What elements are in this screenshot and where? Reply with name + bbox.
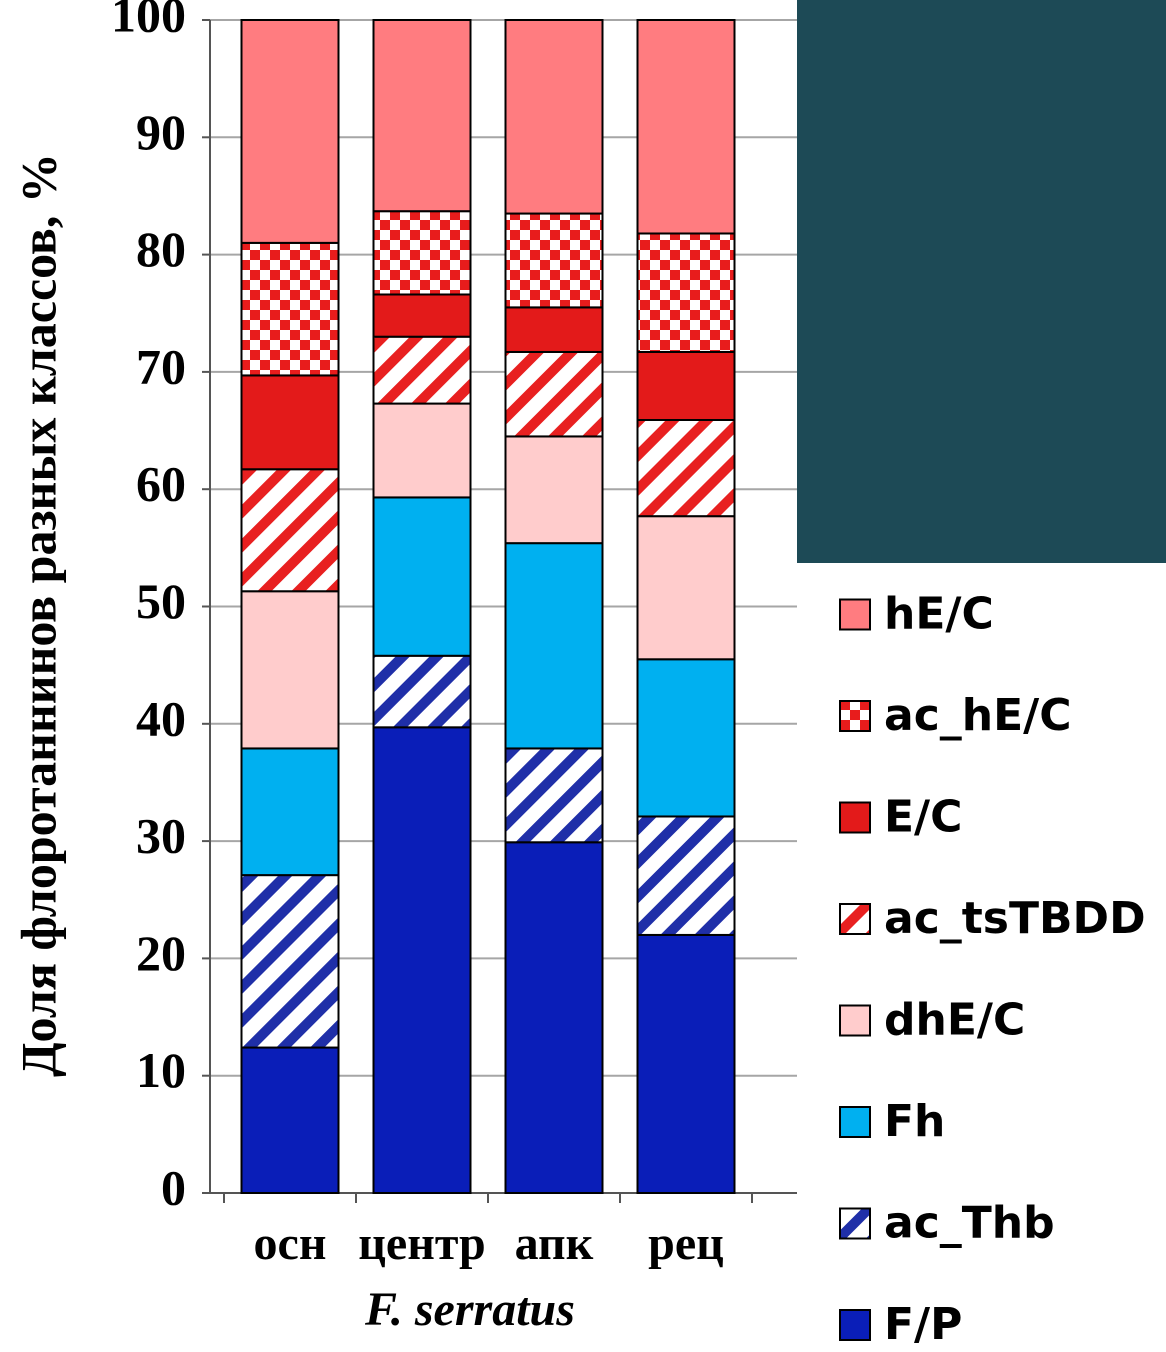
x-tick-label: рец [648, 1217, 724, 1270]
legend-swatch [840, 904, 870, 934]
legend-swatch [840, 701, 870, 731]
legend-label: hE/C [884, 589, 994, 640]
y-tick-label: 90 [136, 104, 186, 160]
y-tick-label: 100 [111, 0, 186, 42]
bar-segment [374, 337, 471, 404]
legend-label: ac_tsTBDD [884, 893, 1146, 944]
legend-swatch [840, 1107, 870, 1137]
legend-label: ac_hE/C [884, 690, 1072, 741]
legend-label: Fh [884, 1096, 945, 1147]
bar-segment [374, 404, 471, 498]
bar-segment [374, 656, 471, 728]
bar-segment [506, 20, 603, 214]
chart: Доля флоротаннинов разных классов, % F. … [0, 0, 1166, 1352]
bar-segment [374, 294, 471, 336]
x-tick-label: центр [358, 1217, 485, 1270]
legend-label: F/P [884, 1299, 962, 1350]
legend-swatch [840, 600, 870, 630]
bar-segment [638, 420, 735, 516]
bar-segment [638, 935, 735, 1193]
bar-segment [638, 20, 735, 233]
bar-segment [242, 20, 339, 243]
legend-label: ac_Thb [884, 1198, 1055, 1249]
bar-segment [506, 543, 603, 748]
bar-segment [506, 352, 603, 436]
y-tick-label: 60 [136, 456, 186, 512]
bar-segment [506, 436, 603, 543]
decorative-panel [797, 0, 1166, 563]
y-tick-label: 30 [136, 808, 186, 864]
y-tick-label: 0 [161, 1159, 186, 1215]
bar-segment [242, 748, 339, 875]
legend-swatch [840, 1310, 870, 1340]
bar-segment [638, 516, 735, 659]
bar-segment [638, 233, 735, 351]
bar-segment [242, 243, 339, 376]
x-axis-title: F. serratus [364, 1283, 575, 1336]
bar-segment [374, 20, 471, 211]
bar-segment [638, 352, 735, 420]
bar-segment [242, 1048, 339, 1193]
y-tick-label: 40 [136, 690, 186, 746]
legend-label: E/C [884, 792, 962, 843]
bar-segment [374, 497, 471, 655]
y-tick-label: 50 [136, 573, 186, 629]
bar-segment [506, 307, 603, 352]
y-tick-label: 80 [136, 221, 186, 277]
legend-swatch [840, 1006, 870, 1036]
bar-segment [242, 591, 339, 748]
bar-segment [242, 469, 339, 591]
y-axis-title: Доля флоротаннинов разных классов, % [10, 153, 66, 1077]
bar-segment [638, 659, 735, 816]
legend-swatch [840, 1209, 870, 1239]
y-tick-label: 10 [136, 1042, 186, 1098]
x-tick-label: осн [254, 1217, 327, 1270]
bar-segment [506, 214, 603, 308]
bar-segment [242, 375, 339, 469]
bar-segment [374, 211, 471, 294]
y-tick-label: 70 [136, 338, 186, 394]
x-tick-label: апк [515, 1217, 594, 1270]
legend-swatch [840, 803, 870, 833]
bar-segment [506, 748, 603, 842]
legend-label: dhE/C [884, 995, 1025, 1046]
bar-segment [638, 816, 735, 934]
bar-segment [242, 875, 339, 1047]
bar-segment [374, 727, 471, 1193]
y-tick-label: 20 [136, 925, 186, 981]
bar-segment [506, 842, 603, 1193]
